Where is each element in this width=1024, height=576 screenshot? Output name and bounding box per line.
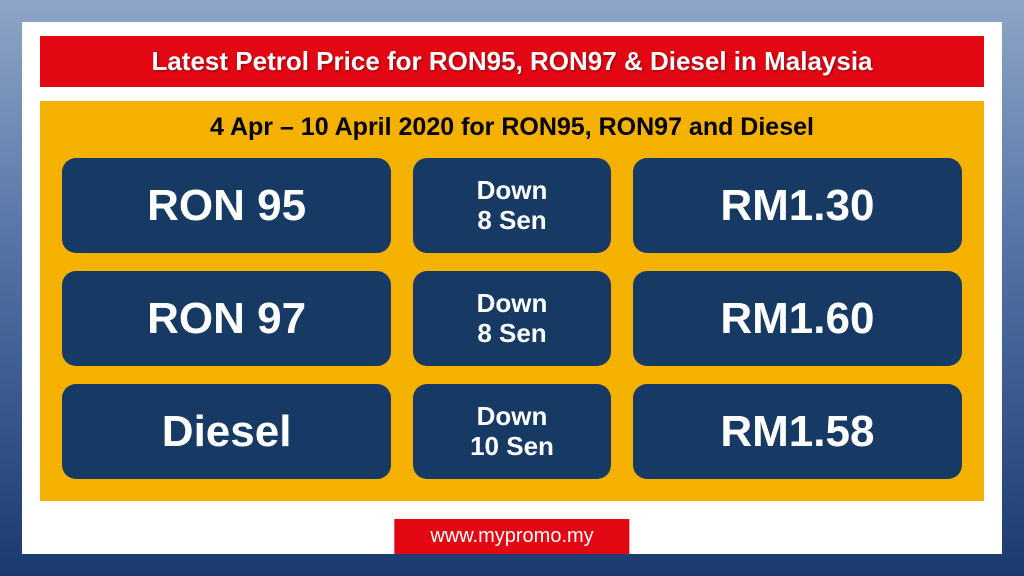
change-amount: 8 Sen [477,319,546,349]
price-panel: 4 Apr – 10 April 2020 for RON95, RON97 a… [40,101,984,501]
price-change-pill: Down 10 Sen [413,384,611,479]
date-range-subtitle: 4 Apr – 10 April 2020 for RON95, RON97 a… [62,113,962,142]
price-pill: RM1.58 [633,384,962,479]
footer-url-banner: www.mypromo.my [394,519,629,554]
footer-url: www.mypromo.my [430,525,593,547]
price-change-pill: Down 8 Sen [413,271,611,366]
fuel-label: Diesel [162,407,292,457]
change-direction: Down [477,176,548,206]
price-change-pill: Down 8 Sen [413,158,611,253]
title-bar: Latest Petrol Price for RON95, RON97 & D… [40,36,984,87]
price-value: RM1.58 [720,407,874,457]
price-value: RM1.60 [720,294,874,344]
change-direction: Down [477,402,548,432]
price-value: RM1.30 [720,181,874,231]
fuel-label: RON 95 [147,181,306,231]
change-amount: 8 Sen [477,206,546,236]
gradient-frame: Latest Petrol Price for RON95, RON97 & D… [0,0,1024,576]
title-text: Latest Petrol Price for RON95, RON97 & D… [151,46,872,76]
change-direction: Down [477,289,548,319]
table-row: RON 97 Down 8 Sen RM1.60 [62,271,962,366]
price-pill: RM1.30 [633,158,962,253]
fuel-type-pill: RON 97 [62,271,391,366]
fuel-label: RON 97 [147,294,306,344]
price-pill: RM1.60 [633,271,962,366]
table-row: RON 95 Down 8 Sen RM1.30 [62,158,962,253]
change-amount: 10 Sen [470,432,554,462]
content-card: Latest Petrol Price for RON95, RON97 & D… [22,22,1002,554]
fuel-type-pill: Diesel [62,384,391,479]
table-row: Diesel Down 10 Sen RM1.58 [62,384,962,479]
fuel-type-pill: RON 95 [62,158,391,253]
